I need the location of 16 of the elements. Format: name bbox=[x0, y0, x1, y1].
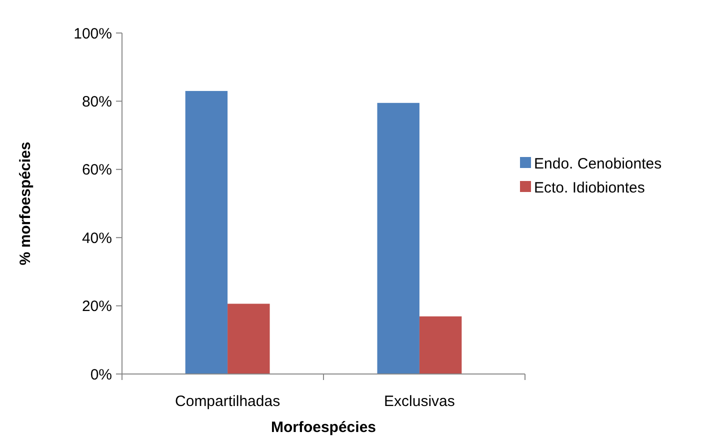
y-tick-label: 0% bbox=[90, 366, 112, 384]
bar bbox=[185, 90, 228, 374]
bar bbox=[377, 102, 420, 374]
y-tick-label: 40% bbox=[82, 230, 112, 247]
legend-label: Endo. Cenobiontes bbox=[534, 155, 662, 172]
x-tick-label: Exclusivas bbox=[384, 393, 455, 410]
y-tick-label: 80% bbox=[82, 93, 112, 110]
y-tick-label: 60% bbox=[82, 162, 112, 179]
y-tick-label: 20% bbox=[82, 298, 112, 316]
bar bbox=[228, 304, 270, 374]
legend-label: Ecto. Idiobiontes bbox=[534, 179, 645, 196]
y-axis-title: % morfoespécies bbox=[17, 142, 34, 266]
y-tick-label: 100% bbox=[74, 25, 112, 42]
x-axis-title: Morfoespécies bbox=[270, 419, 376, 436]
x-tick-label: Compartilhadas bbox=[175, 393, 280, 410]
bar bbox=[419, 316, 462, 374]
